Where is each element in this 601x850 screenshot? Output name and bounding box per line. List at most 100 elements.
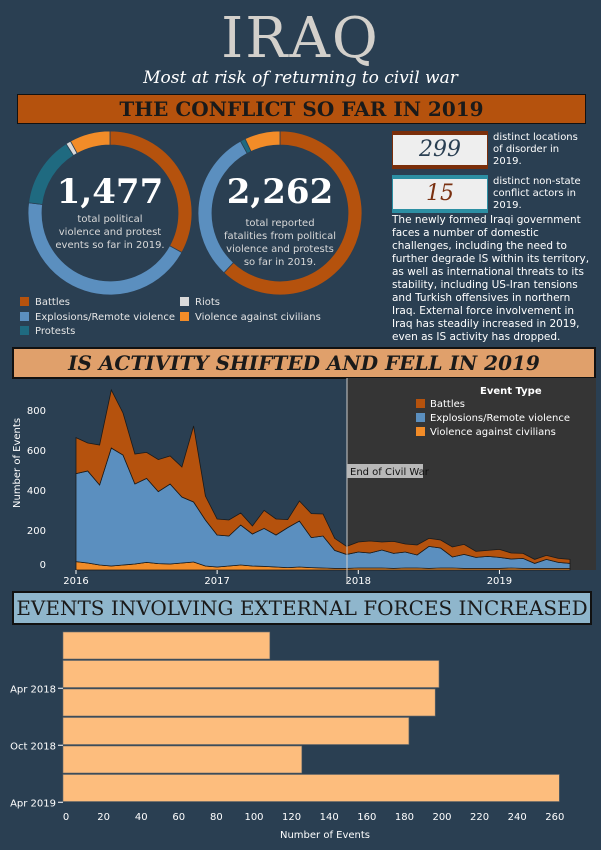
area-legend-label: Violence against civilians bbox=[430, 427, 556, 438]
page-subtitle: Most at risk of returning to civil war bbox=[143, 68, 458, 88]
bar-x-tick-label: 120 bbox=[282, 812, 301, 823]
annotation-box bbox=[347, 464, 423, 478]
stat-caption-line: distinct non-state bbox=[493, 176, 581, 187]
area-x-tick-label: 2017 bbox=[204, 576, 229, 587]
area-y-tick-label: 0 bbox=[40, 560, 46, 571]
donut-charts bbox=[27, 130, 363, 296]
legend-label: Explosions/Remote violence bbox=[35, 312, 175, 323]
legend-label: Riots bbox=[195, 297, 220, 308]
external-forces-bar-chart: Apr 2018 Oct 2018 Apr 2019 0 20 40 60 80 100 120 1… bbox=[10, 631, 564, 841]
bar-x-tick-label: 140 bbox=[320, 812, 339, 823]
swatch-explosions bbox=[20, 312, 29, 321]
donut-chart-events bbox=[27, 130, 193, 296]
bar-y-tick-label: Apr 2019 bbox=[10, 798, 56, 809]
legend-item-battles: Battles bbox=[20, 297, 70, 308]
bar-x-tick-label: 60 bbox=[172, 812, 185, 823]
stat-caption-line: conflict actors in bbox=[493, 188, 576, 199]
section-banner-conflict: THE CONFLICT SO FAR IN 2019 bbox=[17, 94, 586, 124]
stat-value-locations: 299 bbox=[393, 135, 487, 165]
donut-slice-violence-against-civilians bbox=[244, 130, 281, 153]
area-y-tick-label: 200 bbox=[27, 526, 46, 537]
stat-caption-line: 2019. bbox=[493, 200, 522, 211]
swatch-violence bbox=[180, 312, 189, 321]
legend-item-violence: Violence against civilians bbox=[180, 312, 321, 323]
stat-caption-actors: distinct non-state conflict actors in 20… bbox=[493, 176, 593, 212]
bar-x-tick-label: 160 bbox=[357, 812, 376, 823]
annotation-label: End of Civil War bbox=[350, 467, 430, 478]
area-legend-label: Explosions/Remote violence bbox=[430, 413, 570, 424]
bar-oct-2018 bbox=[62, 717, 410, 745]
area-legend-title: Event Type bbox=[480, 386, 542, 397]
area-x-tick-label: 2016 bbox=[63, 576, 88, 587]
area-x-tick-label: 2018 bbox=[346, 576, 371, 587]
donut-slice-battles bbox=[223, 130, 363, 296]
bar-y-tick-label: Oct 2018 bbox=[10, 741, 56, 752]
bar-y-tick-label: Apr 2018 bbox=[10, 684, 56, 695]
bar-marks bbox=[62, 631, 560, 802]
bar-x-tick-label: 220 bbox=[470, 812, 489, 823]
bar-x-tick-label: 0 bbox=[63, 812, 69, 823]
donut-slice-violence-against-civilians bbox=[69, 130, 111, 154]
stat-caption-locations: distinct locations of disorder in 2019. bbox=[493, 132, 593, 168]
area-axes: 0 200 400 600 800 2016 2017 2018 2019 bbox=[27, 406, 512, 587]
legend-item-protests: Protests bbox=[20, 326, 75, 337]
area-legend-swatch-violence bbox=[416, 427, 425, 436]
donut2-caption-line: violence and protests bbox=[226, 244, 334, 255]
bar-x-tick-label: 200 bbox=[432, 812, 451, 823]
swatch-protests bbox=[20, 326, 29, 335]
legend-item-explosions: Explosions/Remote violence bbox=[20, 312, 175, 323]
donut2-caption-line: total reported bbox=[245, 218, 315, 229]
page-title: IRAQ bbox=[221, 6, 380, 71]
bar-x-tick-label: 80 bbox=[210, 812, 223, 823]
area-series-battles bbox=[75, 388, 571, 564]
area-layers bbox=[75, 388, 571, 571]
donut-chart-fatalities bbox=[197, 130, 363, 296]
donut2-caption: total reported fatalities from political… bbox=[215, 217, 345, 269]
bar-apr-2018 bbox=[62, 660, 440, 688]
bar-apr-2019 bbox=[62, 774, 560, 802]
bar-x-tick-label: 240 bbox=[508, 812, 527, 823]
bar-axes: Apr 2018 Oct 2018 Apr 2019 0 20 40 60 80 100 120 1… bbox=[10, 684, 564, 823]
stat-box-locations: 299 bbox=[392, 131, 488, 169]
stat-value-actors: 15 bbox=[393, 179, 487, 209]
section-banner-external-forces: EVENTS INVOLVING EXTERNAL FORCES INCREAS… bbox=[12, 591, 592, 625]
bar-x-tick-label: 40 bbox=[135, 812, 148, 823]
bar-x-tick-label: 20 bbox=[97, 812, 110, 823]
area-x-tick-label: 2019 bbox=[487, 576, 512, 587]
area-y-tick-label: 400 bbox=[27, 486, 46, 497]
bar-x-tick-label: 260 bbox=[545, 812, 564, 823]
stat-caption-line: distinct locations bbox=[493, 132, 578, 143]
area-legend-swatch-battles bbox=[416, 399, 425, 408]
legend-item-riots: Riots bbox=[180, 297, 220, 308]
bar-jan-2019 bbox=[62, 745, 303, 774]
area-y-axis-label: Number of Events bbox=[12, 418, 23, 508]
donut2-number: 2,262 bbox=[226, 172, 334, 212]
bar-x-tick-label: 100 bbox=[244, 812, 263, 823]
donut1-caption-line: violence and protest bbox=[58, 227, 162, 238]
intro-paragraph: The newly formed Iraqi government faces … bbox=[392, 214, 590, 343]
area-y-tick-label: 600 bbox=[27, 446, 46, 457]
swatch-riots bbox=[180, 297, 189, 306]
is-activity-area-chart: 0 200 400 600 800 2016 2017 2018 2019 End of Civ… bbox=[12, 378, 596, 587]
area-y-tick-label: 800 bbox=[27, 406, 46, 417]
donut1-caption: total political violence and protest eve… bbox=[45, 213, 175, 252]
stat-caption-line: of disorder in bbox=[493, 144, 560, 155]
bar-x-tick-label: 180 bbox=[395, 812, 414, 823]
stat-box-actors: 15 bbox=[392, 175, 488, 213]
area-legend-swatch-explosions bbox=[416, 413, 425, 422]
donut2-caption-line: fatalities from political bbox=[223, 231, 337, 242]
donut1-caption-line: total political bbox=[77, 214, 143, 225]
legend-label: Protests bbox=[35, 326, 76, 337]
bar-jan-2018 bbox=[62, 631, 271, 660]
section-banner-is-activity: IS ACTIVITY SHIFTED AND FELL IN 2019 bbox=[12, 347, 596, 379]
stat-caption-line: 2019. bbox=[493, 156, 522, 167]
legend-label: Battles bbox=[35, 297, 70, 308]
legend-label: Violence against civilians bbox=[195, 312, 321, 323]
area-legend-label: Battles bbox=[430, 399, 465, 410]
bar-jul-2018 bbox=[62, 688, 436, 717]
donut1-number: 1,477 bbox=[56, 172, 164, 212]
bar-x-axis-label: Number of Events bbox=[280, 830, 370, 841]
donut1-caption-line: events so far in 2019. bbox=[55, 240, 165, 251]
donut2-caption-line: so far in 2019. bbox=[243, 257, 317, 268]
swatch-battles bbox=[20, 297, 29, 306]
